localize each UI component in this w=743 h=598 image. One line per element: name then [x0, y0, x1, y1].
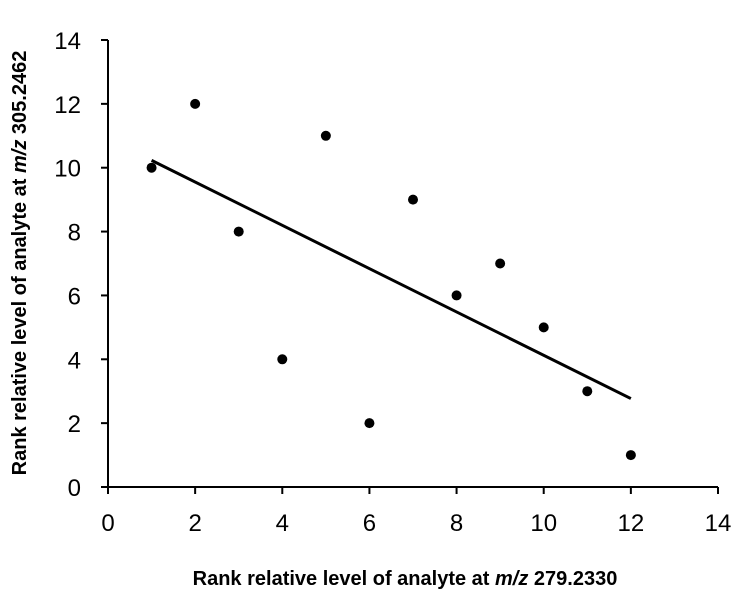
x-tick-label: 6 — [363, 510, 376, 537]
data-point — [582, 386, 593, 397]
data-point — [190, 98, 201, 109]
data-point — [538, 322, 549, 333]
y-tick-label: 14 — [54, 28, 81, 55]
x-tick-label: 12 — [618, 510, 645, 537]
y-tick-label: 10 — [54, 156, 81, 183]
x-tick-label: 10 — [530, 510, 557, 537]
y-tick-label: 12 — [54, 92, 81, 119]
x-tick-label: 4 — [276, 510, 289, 537]
y-axis-ticks: 0 2 4 6 8 10 12 14 — [54, 28, 108, 502]
x-tick-label: 14 — [705, 510, 732, 537]
data-point — [146, 162, 157, 173]
data-point — [233, 226, 244, 237]
y-tick-label: 6 — [68, 283, 81, 310]
data-point — [320, 130, 331, 141]
data-point — [451, 290, 462, 301]
y-tick-label: 8 — [68, 220, 81, 247]
data-point — [625, 450, 636, 461]
data-point — [364, 418, 375, 429]
data-point — [277, 354, 288, 365]
trendline — [150, 159, 632, 400]
x-axis-ticks: 0 2 4 6 8 10 12 14 — [101, 487, 731, 537]
y-tick-label: 0 — [68, 475, 81, 502]
y-tick-label: 2 — [68, 411, 81, 438]
plot-area — [107, 40, 718, 488]
y-tick-label: 4 — [68, 347, 81, 374]
data-points — [146, 98, 636, 461]
data-point — [408, 194, 418, 205]
y-axis-title: Rank relative level of analyte at m/z 30… — [9, 51, 31, 476]
x-tick-label: 0 — [101, 510, 114, 537]
x-axis-title: Rank relative level of analyte at m/z 27… — [193, 568, 618, 590]
x-tick-label: 8 — [450, 510, 463, 537]
x-tick-label: 2 — [188, 510, 201, 537]
data-point — [495, 258, 506, 269]
